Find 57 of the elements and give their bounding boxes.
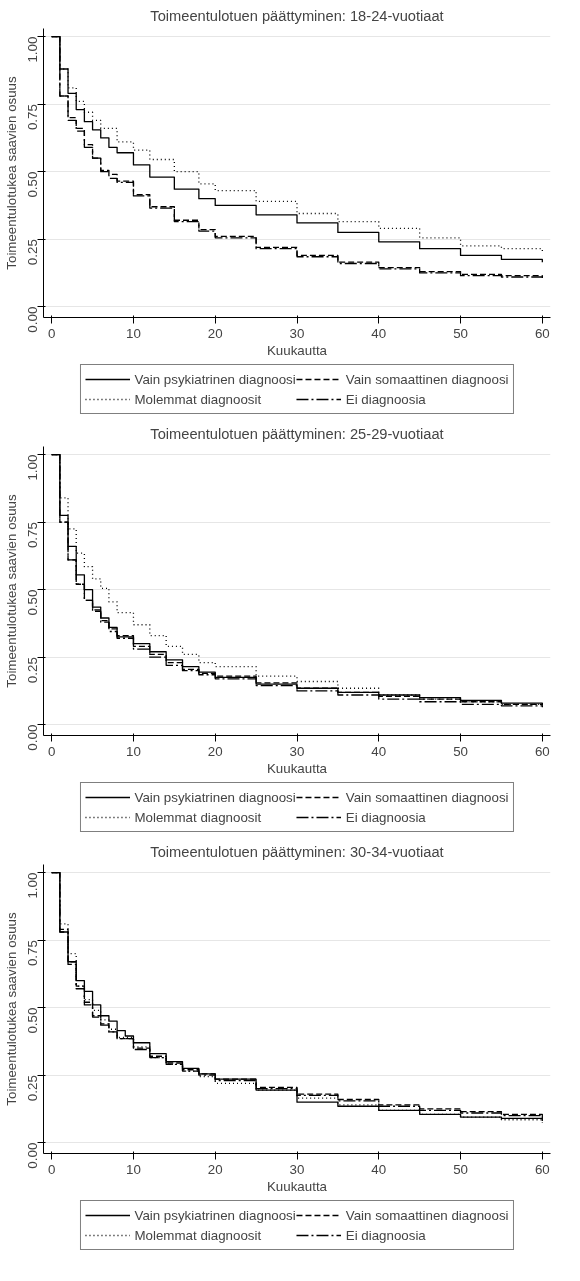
x-axis-title: Kuukautta	[266, 760, 328, 776]
y-axis-title: Toimeentulotukea saavien osuus	[3, 75, 19, 270]
x-tick-label: 40	[371, 325, 387, 341]
y-axis-title: Toimeentulotukea saavien osuus	[3, 911, 19, 1106]
y-tick-label: 0.75	[25, 940, 40, 967]
legend-label: Ei diagnoosia	[345, 391, 426, 407]
y-axis-title: Toimeentulotukea saavien osuus	[3, 493, 19, 688]
legend-label: Molemmat diagnoosit	[134, 809, 262, 825]
legend-label: Vain somaattinen diagnoosi	[345, 1207, 509, 1223]
x-tick-label: 30	[289, 325, 305, 341]
y-tick-label: 1.00	[25, 36, 40, 63]
y-tick-label: 0.25	[25, 239, 40, 266]
legend-label: Ei diagnoosia	[345, 809, 426, 825]
y-tick-label: 0.50	[25, 589, 40, 616]
y-tick-label: 0.50	[25, 171, 40, 198]
y-tick-label: 0.00	[25, 306, 40, 333]
y-tick-label: 0.50	[25, 1007, 40, 1034]
x-tick-label: 10	[126, 325, 141, 341]
legend-label: Ei diagnoosia	[345, 1227, 426, 1243]
x-tick-label: 60	[534, 1161, 550, 1177]
x-tick-label: 20	[207, 1161, 223, 1177]
x-tick-label: 0	[47, 325, 56, 341]
x-tick-label: 0	[47, 743, 56, 759]
x-tick-label: 20	[207, 743, 223, 759]
x-tick-label: 20	[207, 325, 223, 341]
legend-label: Molemmat diagnoosit	[134, 1227, 262, 1243]
x-tick-label: 0	[47, 1161, 56, 1177]
y-tick-label: 1.00	[25, 454, 40, 481]
y-tick-label: 0.75	[25, 104, 40, 131]
x-axis-title: Kuukautta	[266, 1178, 328, 1194]
x-tick-label: 60	[534, 325, 550, 341]
x-tick-label: 40	[371, 743, 387, 759]
x-tick-label: 30	[289, 743, 305, 759]
x-tick-label: 30	[289, 1161, 305, 1177]
y-tick-label: 0.00	[25, 1142, 40, 1169]
chart-title: Toimeentulotuen päättyminen: 18-24-vuotiaat	[150, 7, 444, 24]
x-tick-label: 50	[453, 325, 468, 341]
y-tick-label: 0.75	[25, 522, 40, 549]
chart-title: Toimeentulotuen päättyminen: 25-29-vuotiaat	[150, 425, 444, 442]
x-tick-label: 60	[534, 743, 550, 759]
x-tick-label: 40	[371, 1161, 387, 1177]
legend-label: Vain somaattinen diagnoosi	[345, 371, 509, 387]
x-tick-label: 10	[126, 743, 141, 759]
legend-label: Vain psykiatrinen diagnoosi	[134, 1207, 296, 1223]
chart-title: Toimeentulotuen päättyminen: 30-34-vuotiaat	[150, 843, 444, 860]
legend-label: Molemmat diagnoosit	[134, 391, 262, 407]
legend-label: Vain psykiatrinen diagnoosi	[134, 371, 296, 387]
y-tick-label: 0.00	[25, 724, 40, 751]
legend-label: Vain psykiatrinen diagnoosi	[134, 789, 296, 805]
x-tick-label: 10	[126, 1161, 141, 1177]
y-tick-label: 0.25	[25, 1075, 40, 1102]
x-tick-label: 50	[453, 1161, 468, 1177]
legend-label: Vain somaattinen diagnoosi	[345, 789, 509, 805]
x-tick-label: 50	[453, 743, 468, 759]
y-tick-label: 1.00	[25, 872, 40, 899]
y-tick-label: 0.25	[25, 657, 40, 684]
x-axis-title: Kuukautta	[266, 342, 328, 358]
